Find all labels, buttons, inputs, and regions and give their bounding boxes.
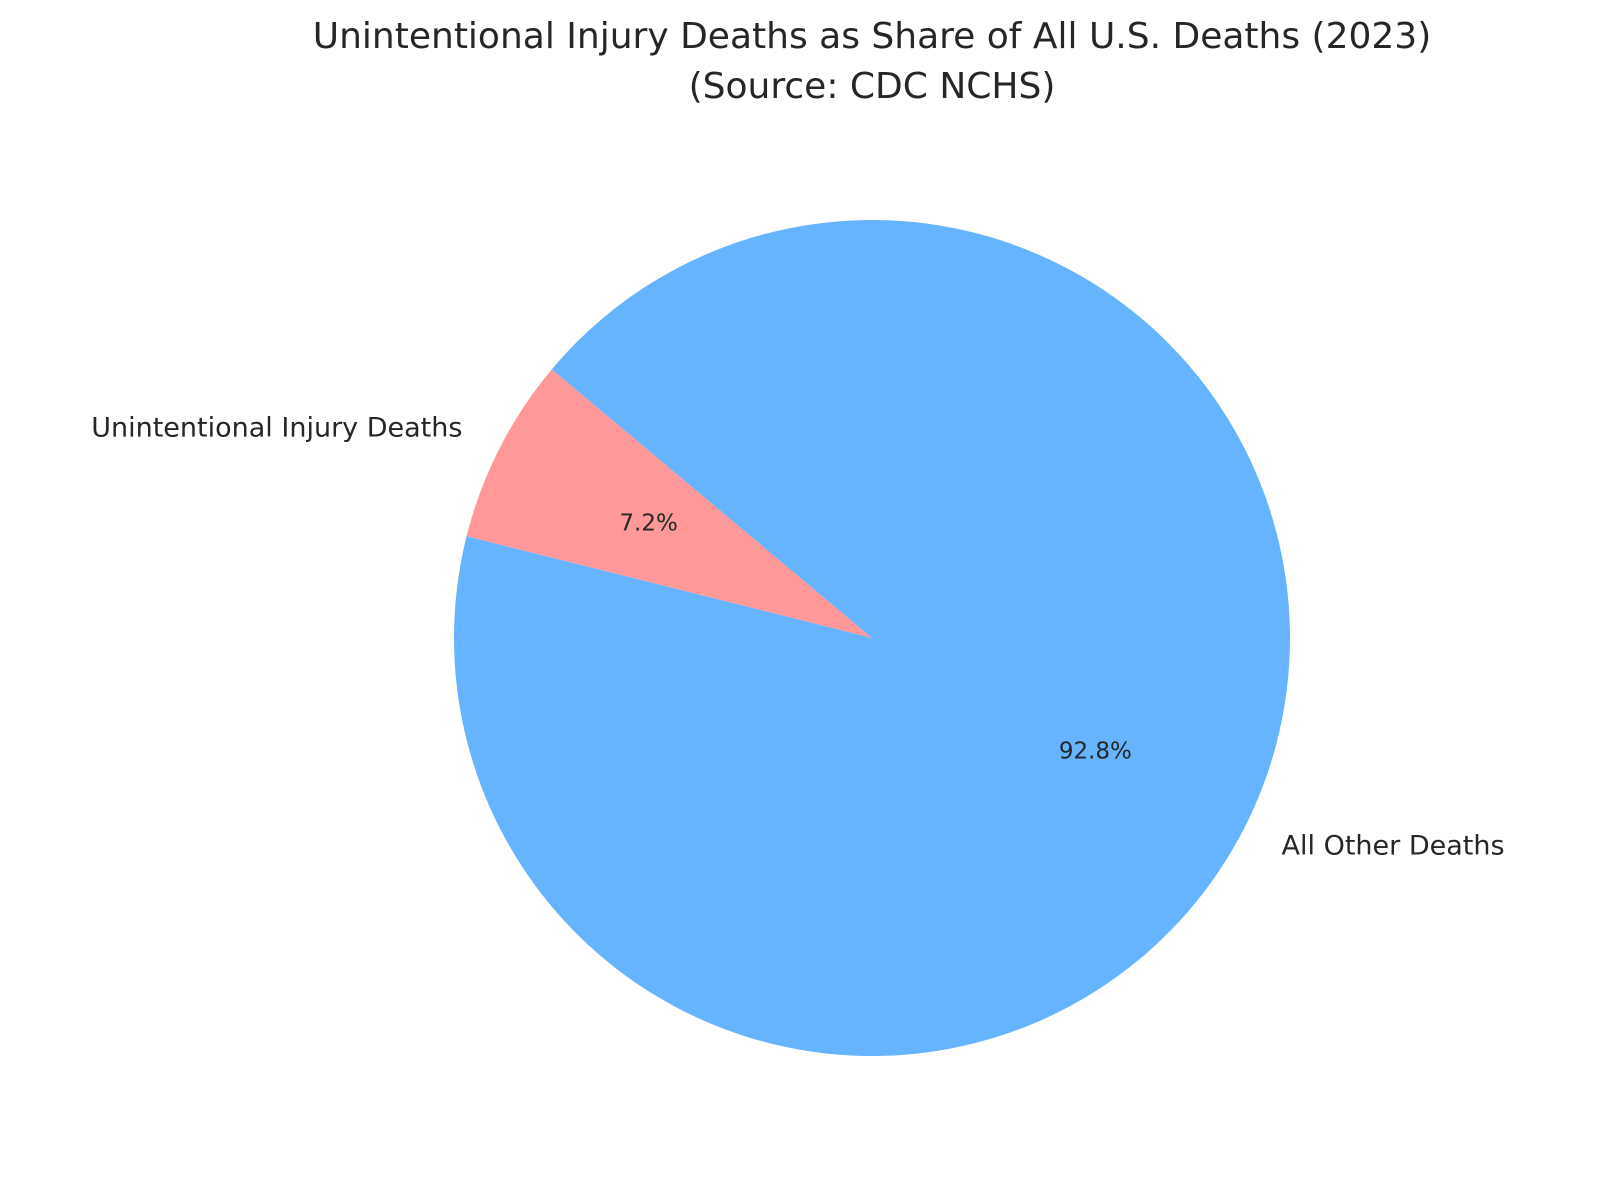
slice-value-label: 7.2%	[619, 510, 677, 536]
slice-label: All Other Deaths	[1282, 831, 1505, 862]
pie-slice	[454, 219, 1290, 1056]
chart-subtitle: (Source: CDC NCHS)	[689, 66, 1056, 107]
chart-title: Unintentional Injury Deaths as Share of …	[313, 16, 1432, 57]
slice-value-label: 92.8%	[1059, 739, 1132, 765]
pie-slice	[466, 369, 872, 638]
slice-label: Unintentional Injury Deaths	[91, 412, 462, 443]
